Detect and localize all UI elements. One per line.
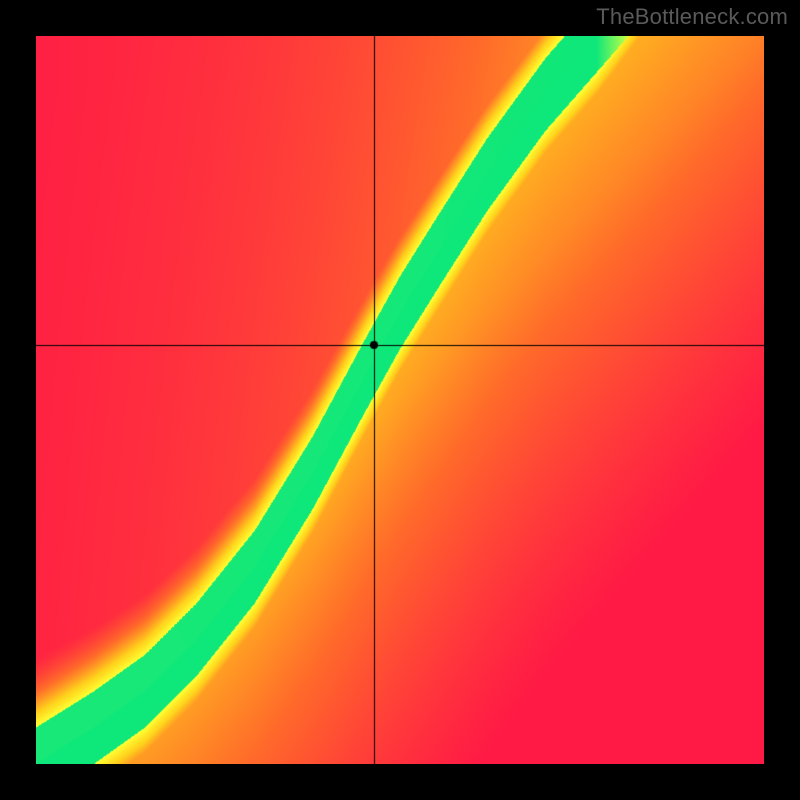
watermark-text: TheBottleneck.com [596, 4, 788, 30]
bottleneck-heatmap [36, 36, 764, 764]
chart-container: TheBottleneck.com [0, 0, 800, 800]
